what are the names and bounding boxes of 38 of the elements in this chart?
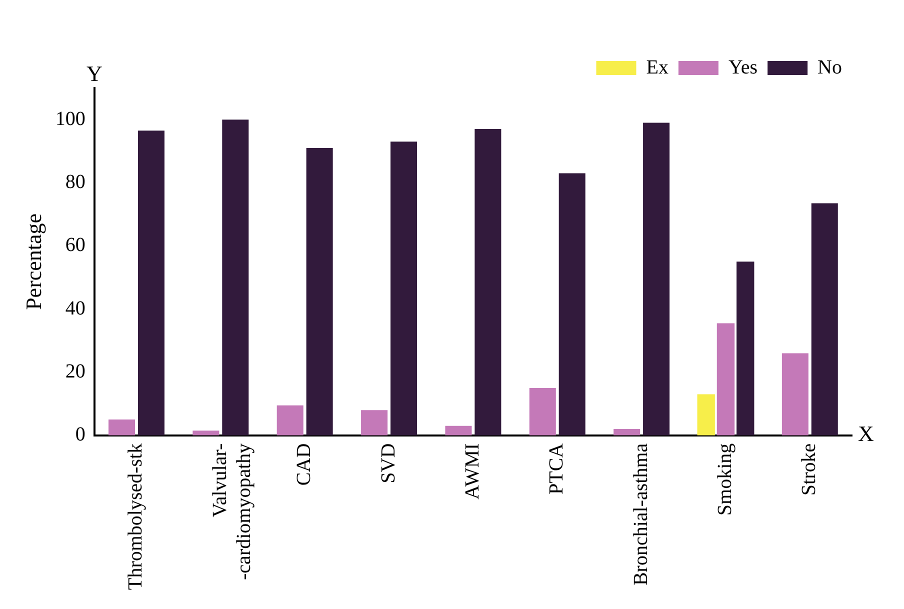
legend-label: Ex (646, 56, 668, 78)
y-tick-label: 60 (65, 234, 86, 256)
bar (643, 122, 670, 436)
bar (306, 148, 333, 436)
x-tick-label: SVD (377, 443, 400, 484)
text: X (858, 421, 874, 446)
bar (192, 430, 220, 436)
bar (474, 129, 502, 436)
bar (811, 203, 838, 436)
x-tick-label: PTCA (546, 442, 568, 494)
bar (529, 388, 556, 436)
bar (782, 353, 808, 436)
bar (558, 173, 586, 436)
bar (138, 130, 164, 436)
y-tick-label: 100 (55, 108, 86, 130)
legend-label: Yes (728, 56, 758, 78)
x-tick-label: Stroke (798, 443, 820, 496)
y-tick-label: 20 (65, 360, 86, 382)
x-tick-label: Smoking (714, 443, 736, 516)
y-tick-label: 80 (65, 170, 86, 193)
bar (222, 120, 249, 436)
bar (276, 405, 304, 436)
bar (614, 429, 640, 436)
y-tick-label: 40 (65, 297, 86, 320)
bar (697, 394, 715, 436)
text: Y (86, 60, 102, 86)
x-tick-label: Bronchial-asthma (630, 443, 652, 586)
x-tick-label: AWMI (461, 443, 484, 500)
x-tick-label: Valvular- -cardiomyopathy (208, 443, 255, 580)
legend-label: No (818, 56, 842, 78)
y-axis-title: Percentage (20, 213, 46, 310)
bar (390, 142, 418, 436)
bar (361, 410, 388, 436)
x-tick-label: CAD (293, 443, 316, 486)
x-tick-label: Thrombolysed-stk (124, 443, 147, 590)
bar (445, 426, 472, 436)
bar (108, 420, 136, 436)
y-tick-label: 0 (75, 424, 86, 446)
